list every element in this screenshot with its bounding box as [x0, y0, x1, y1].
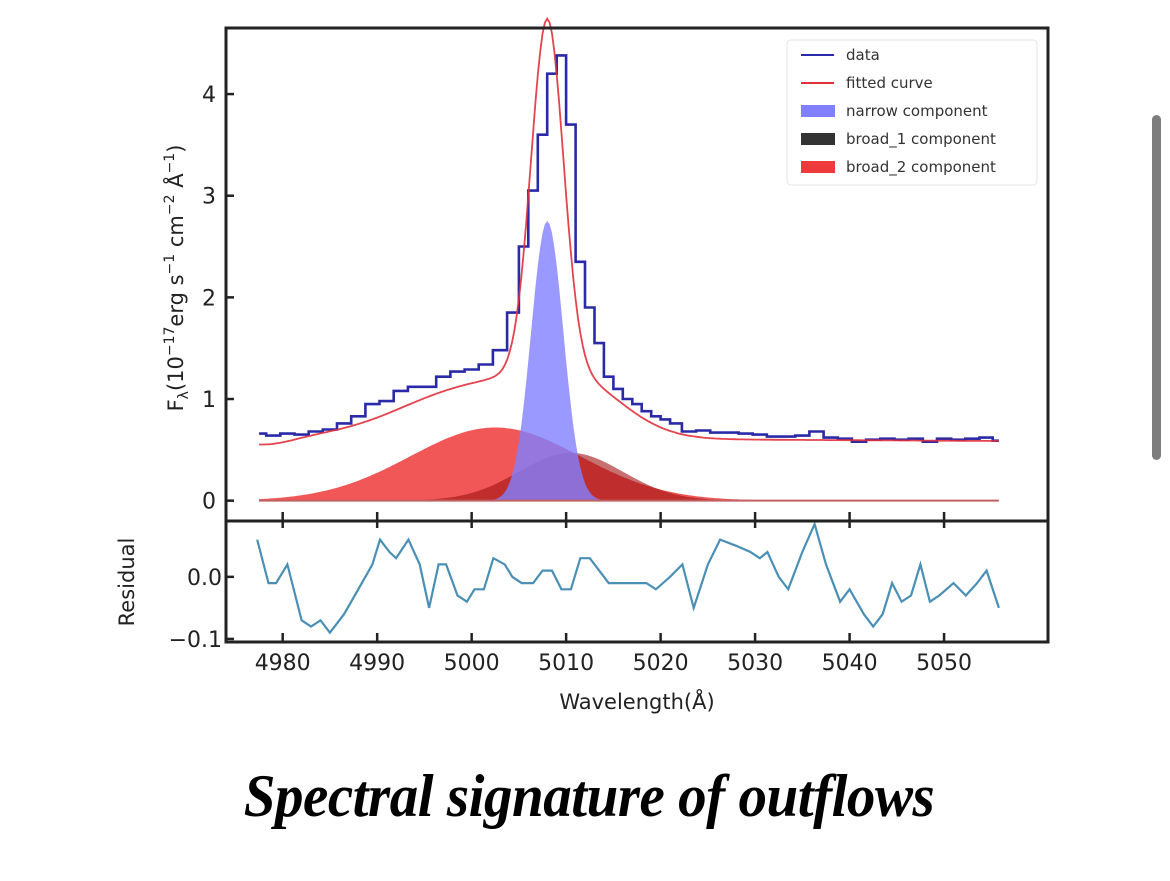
ylabel-exp3: −2: [162, 194, 178, 215]
legend-label: fitted curve: [846, 74, 933, 92]
legend: data fitted curve narrow component broad_1 …: [786, 39, 1038, 186]
residual-x-ticks: 4980 4990 5000 5010 5020 5030 5040 5050: [255, 521, 972, 676]
broad-1-component-fill: [259, 452, 999, 501]
residual-line: [256, 520, 1000, 635]
x-tick-label: 4990: [349, 651, 405, 676]
legend-items: data fitted curve narrow component broad_1 …: [801, 46, 996, 177]
x-tick-label: 5010: [538, 651, 594, 676]
spectrum-lines: [259, 16, 999, 446]
broad-2-component-fill: [259, 427, 999, 501]
residual-panel: 0.0 −0.1 4980 4990 5000 5010 5020 5030 5040 5050…: [115, 519, 1050, 714]
x-tick-label: 5020: [633, 651, 689, 676]
legend-swatch-broad-1: [801, 133, 835, 145]
main-y-tick-label: 1: [202, 388, 216, 413]
residual-y-tick-label: 0.0: [187, 566, 222, 591]
x-axis-label: Wavelength(Å): [559, 688, 714, 714]
legend-box: [786, 39, 1038, 186]
legend-label: data: [846, 46, 880, 64]
ylabel-erg: erg s: [164, 274, 188, 326]
ylabel-pre: (10: [164, 356, 188, 391]
vertical-scrollbar[interactable]: [1152, 115, 1161, 460]
x-tick-label: 5040: [822, 651, 878, 676]
legend-label: narrow component: [846, 102, 988, 120]
ylabel-exp2: −1: [162, 254, 178, 275]
ylabel-exp4: −1: [162, 153, 178, 174]
x-tick-label: 4980: [255, 651, 311, 676]
ylabel-lambda: λ: [176, 391, 192, 399]
x-tick-label: 5000: [444, 651, 500, 676]
legend-swatch-broad-2: [801, 161, 835, 173]
legend-label: broad_1 component: [846, 130, 996, 149]
ylabel-f: F: [164, 399, 188, 411]
main-y-axis-label: Fλ(10−17erg s−1 cm−2 Å−1): [162, 145, 192, 412]
main-y-tick-label: 4: [202, 83, 216, 108]
residual-plot-frame: [224, 519, 1050, 644]
caption-title: Spectral signature of outflows: [243, 763, 935, 829]
residual-y-ticks: 0.0 −0.1: [169, 566, 234, 653]
residual-y-axis-label: Residual: [115, 538, 139, 627]
narrow-component-fill: [259, 221, 999, 501]
legend-label: broad_2 component: [846, 158, 996, 177]
fitted-curve-line: [259, 16, 999, 446]
residual-y-tick-label: −0.1: [169, 628, 222, 653]
main-y-tick-label: 2: [202, 286, 216, 311]
residual-lines: [256, 520, 1000, 635]
x-tick-label: 5030: [727, 651, 783, 676]
ylabel-cm: cm: [164, 215, 188, 254]
main-y-tick-label: 3: [202, 185, 216, 210]
main-y-ticks: 0 1 2 3 4: [202, 83, 234, 515]
main-y-tick-label: 0: [202, 490, 216, 515]
x-tick-label: 5050: [916, 651, 972, 676]
ylabel-ang: Å: [162, 173, 188, 195]
component-fills: [259, 221, 999, 502]
ylabel-post: ): [164, 145, 188, 153]
legend-swatch-narrow: [801, 105, 835, 117]
ylabel-exp1: −17: [162, 327, 178, 357]
